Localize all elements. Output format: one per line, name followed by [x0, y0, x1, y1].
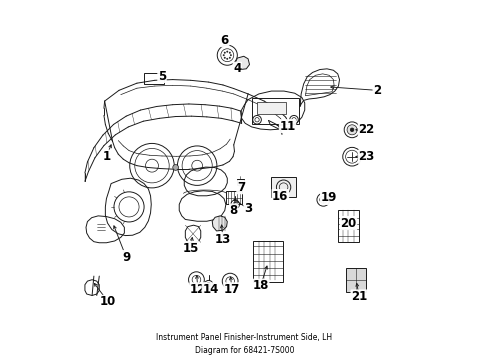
Text: 7: 7 — [236, 181, 244, 194]
Bar — [345, 267, 366, 292]
Bar — [252, 98, 298, 125]
Text: Diagram for 68421-7S000: Diagram for 68421-7S000 — [194, 346, 294, 355]
Text: 10: 10 — [100, 296, 116, 309]
Circle shape — [230, 54, 231, 56]
Circle shape — [229, 52, 230, 53]
Text: 17: 17 — [224, 283, 240, 296]
Circle shape — [223, 54, 224, 56]
Bar — [144, 73, 163, 84]
Text: 18: 18 — [252, 279, 268, 292]
Circle shape — [226, 51, 227, 52]
Circle shape — [319, 196, 326, 203]
Text: 13: 13 — [214, 233, 231, 246]
Text: Instrument Panel Finisher-Instrument Side, LH: Instrument Panel Finisher-Instrument Sid… — [156, 333, 332, 342]
Bar — [253, 241, 282, 282]
Circle shape — [206, 283, 210, 287]
Bar — [225, 191, 242, 204]
Text: 11: 11 — [279, 120, 295, 133]
Text: 20: 20 — [340, 216, 356, 230]
Bar — [271, 177, 295, 197]
Text: 12: 12 — [189, 283, 205, 296]
Circle shape — [172, 165, 178, 170]
Circle shape — [229, 57, 230, 58]
Bar — [338, 210, 359, 242]
Text: 23: 23 — [358, 150, 374, 163]
Text: 21: 21 — [350, 290, 366, 303]
Polygon shape — [212, 216, 227, 231]
Bar — [236, 179, 244, 185]
Text: 19: 19 — [320, 192, 336, 204]
Text: 6: 6 — [220, 33, 228, 47]
Text: 16: 16 — [272, 190, 288, 203]
Text: 3: 3 — [244, 202, 252, 215]
Text: 2: 2 — [372, 84, 381, 97]
Text: 9: 9 — [122, 251, 130, 264]
Circle shape — [349, 128, 353, 132]
Circle shape — [224, 52, 225, 53]
Polygon shape — [234, 56, 249, 69]
Circle shape — [224, 57, 225, 58]
Circle shape — [346, 125, 356, 135]
Text: 4: 4 — [233, 62, 241, 75]
Text: 5: 5 — [158, 69, 166, 82]
Bar — [257, 102, 285, 114]
Text: 14: 14 — [202, 283, 218, 296]
Text: 22: 22 — [358, 123, 374, 136]
Text: 15: 15 — [182, 242, 199, 255]
Text: 8: 8 — [229, 204, 237, 217]
Circle shape — [226, 58, 227, 59]
Circle shape — [233, 202, 237, 207]
Text: 1: 1 — [102, 150, 110, 163]
